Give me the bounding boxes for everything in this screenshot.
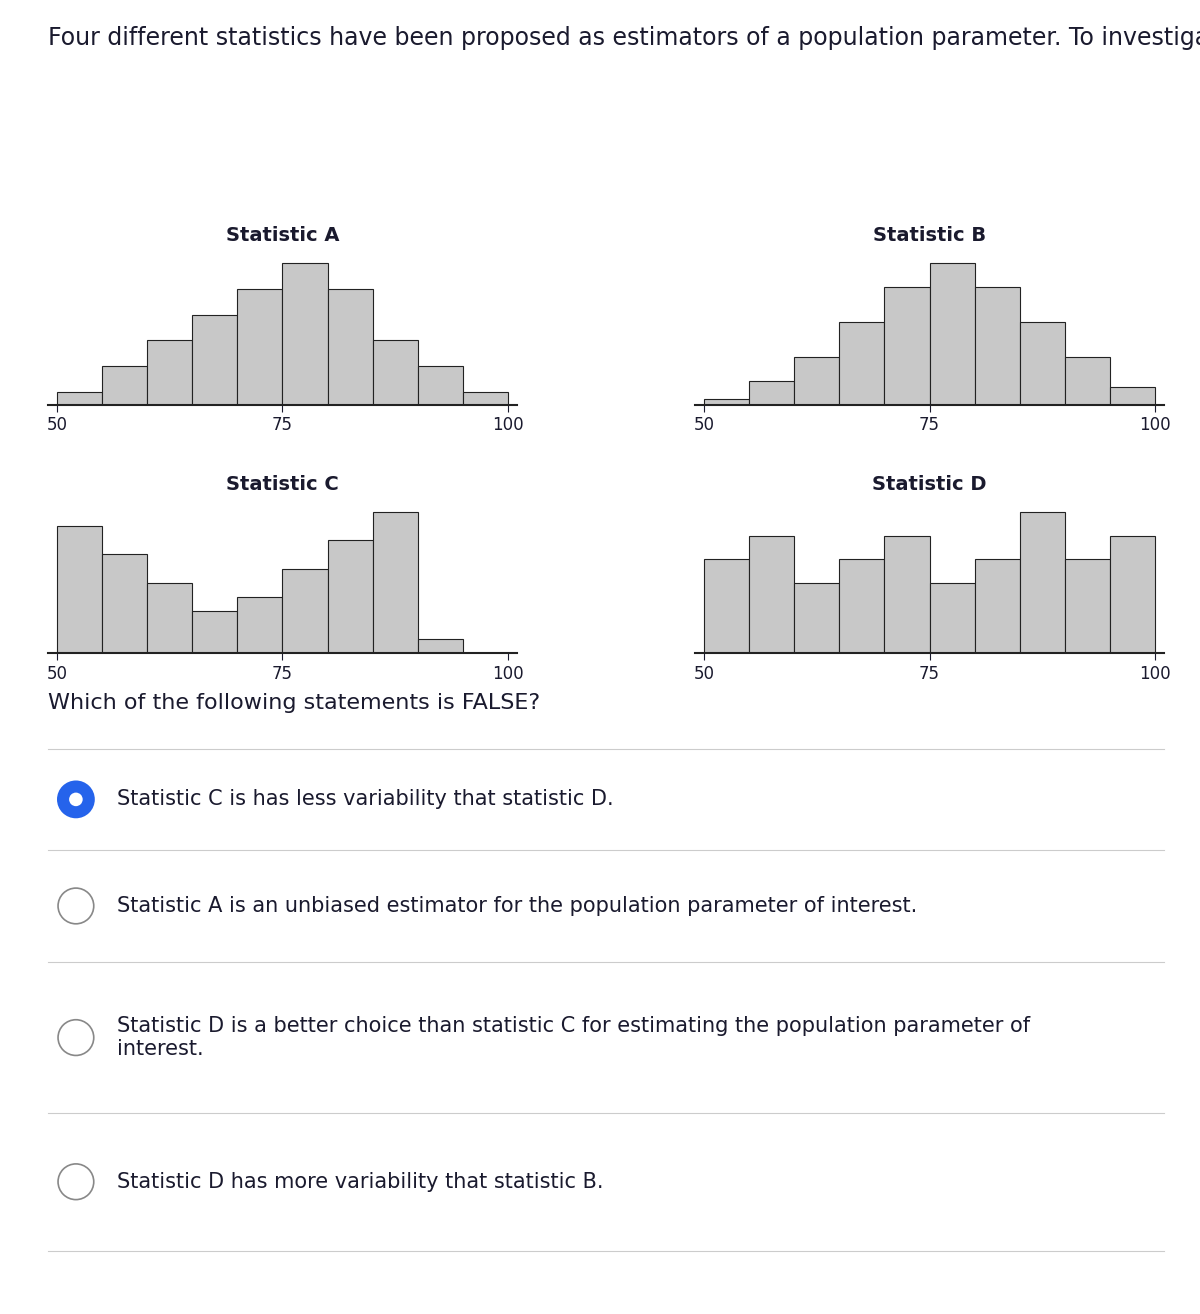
Text: Statistic C is has less variability that statistic D.: Statistic C is has less variability that… <box>118 790 614 809</box>
Bar <box>328 289 373 405</box>
Bar <box>373 512 418 653</box>
Bar <box>1020 322 1064 405</box>
Text: Which of the following statements is FALSE?: Which of the following statements is FAL… <box>48 692 540 712</box>
Bar <box>749 536 794 653</box>
Bar <box>930 263 974 405</box>
Bar <box>1110 536 1154 653</box>
Bar <box>794 582 839 653</box>
Bar <box>282 569 328 653</box>
Bar <box>192 611 238 653</box>
Bar <box>794 357 839 405</box>
Bar <box>238 289 282 405</box>
Title: Statistic B: Statistic B <box>872 226 986 244</box>
Bar <box>884 286 930 405</box>
Bar <box>704 560 749 653</box>
Bar <box>418 640 463 653</box>
Bar <box>148 340 192 405</box>
Bar <box>1110 386 1154 405</box>
Bar <box>974 286 1020 405</box>
Bar <box>1064 560 1110 653</box>
Ellipse shape <box>70 792 83 807</box>
Bar <box>328 540 373 653</box>
Bar <box>704 398 749 405</box>
Ellipse shape <box>58 888 94 924</box>
Bar <box>418 367 463 405</box>
Bar <box>282 263 328 405</box>
Title: Statistic C: Statistic C <box>226 474 338 494</box>
Bar <box>749 381 794 405</box>
Ellipse shape <box>58 1164 94 1200</box>
Text: Statistic D has more variability that statistic B.: Statistic D has more variability that st… <box>118 1172 604 1192</box>
Title: Statistic A: Statistic A <box>226 226 340 244</box>
Bar <box>839 322 884 405</box>
Bar <box>102 367 148 405</box>
Bar <box>238 597 282 653</box>
Bar <box>373 340 418 405</box>
Bar <box>1064 357 1110 405</box>
Bar <box>463 392 508 405</box>
Bar <box>148 582 192 653</box>
Bar <box>974 560 1020 653</box>
Title: Statistic D: Statistic D <box>872 474 986 494</box>
Text: Statistic A is an unbiased estimator for the population parameter of interest.: Statistic A is an unbiased estimator for… <box>118 896 918 916</box>
Bar <box>58 526 102 653</box>
Text: Four different statistics have been proposed as estimators of a population param: Four different statistics have been prop… <box>48 26 1200 50</box>
Bar <box>884 536 930 653</box>
Bar <box>930 582 974 653</box>
Ellipse shape <box>58 782 94 817</box>
Ellipse shape <box>58 1020 94 1055</box>
Text: Statistic D is a better choice than statistic C for estimating the population pa: Statistic D is a better choice than stat… <box>118 1016 1031 1059</box>
Bar <box>58 392 102 405</box>
Bar <box>102 555 148 653</box>
Bar <box>192 314 238 405</box>
Bar <box>1020 512 1064 653</box>
Bar <box>839 560 884 653</box>
